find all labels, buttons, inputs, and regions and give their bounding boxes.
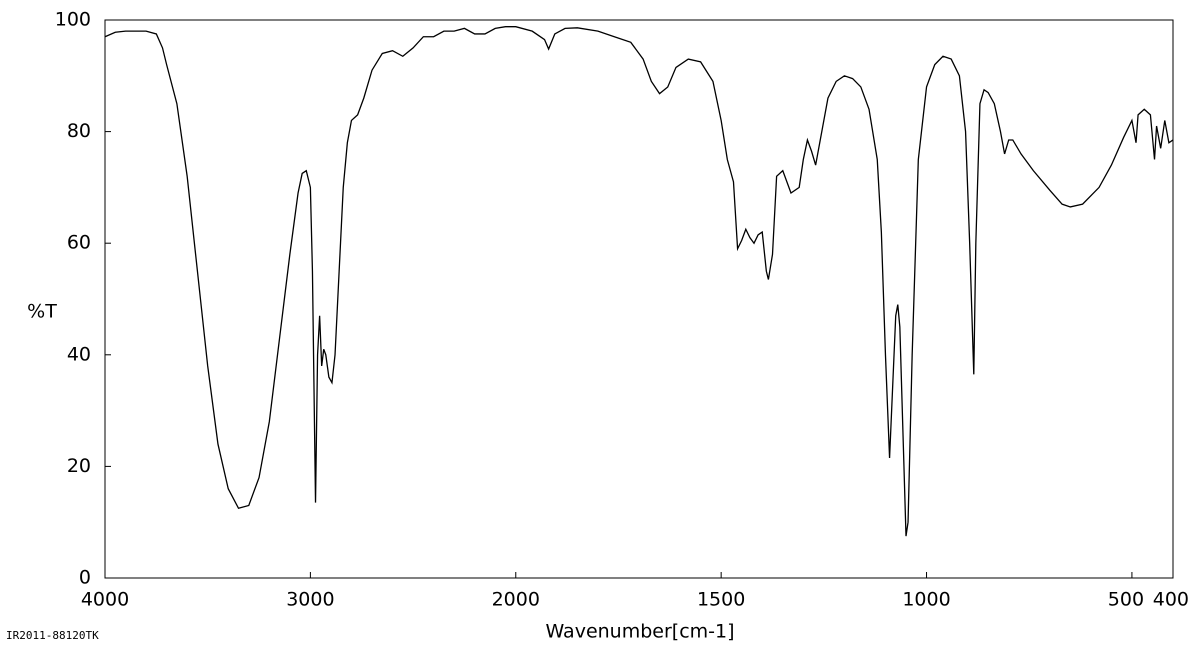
spectrum-line xyxy=(104,26,1174,537)
y-axis-label: %T xyxy=(27,301,57,323)
y-tick-label: 100 xyxy=(55,9,91,31)
x-tick-label: 400 xyxy=(1153,589,1189,611)
plot-frame xyxy=(104,19,1174,579)
x-tick-label: 2000 xyxy=(492,589,540,611)
x-axis-label: Wavenumber[cm-1] xyxy=(545,621,734,643)
footnote: IR2011-88120TK xyxy=(6,629,99,642)
y-tick-label: 0 xyxy=(79,567,91,589)
y-tick-label: 40 xyxy=(67,343,91,365)
y-tick-label: 20 xyxy=(67,455,91,477)
x-tick-label: 4000 xyxy=(81,589,129,611)
y-tick-label: 80 xyxy=(67,120,91,142)
x-tick-label: 1000 xyxy=(902,589,950,611)
y-tick-label: 60 xyxy=(67,232,91,254)
x-tick-label: 500 xyxy=(1108,589,1144,611)
x-tick-label: 1500 xyxy=(697,589,745,611)
x-tick-label: 3000 xyxy=(286,589,334,611)
